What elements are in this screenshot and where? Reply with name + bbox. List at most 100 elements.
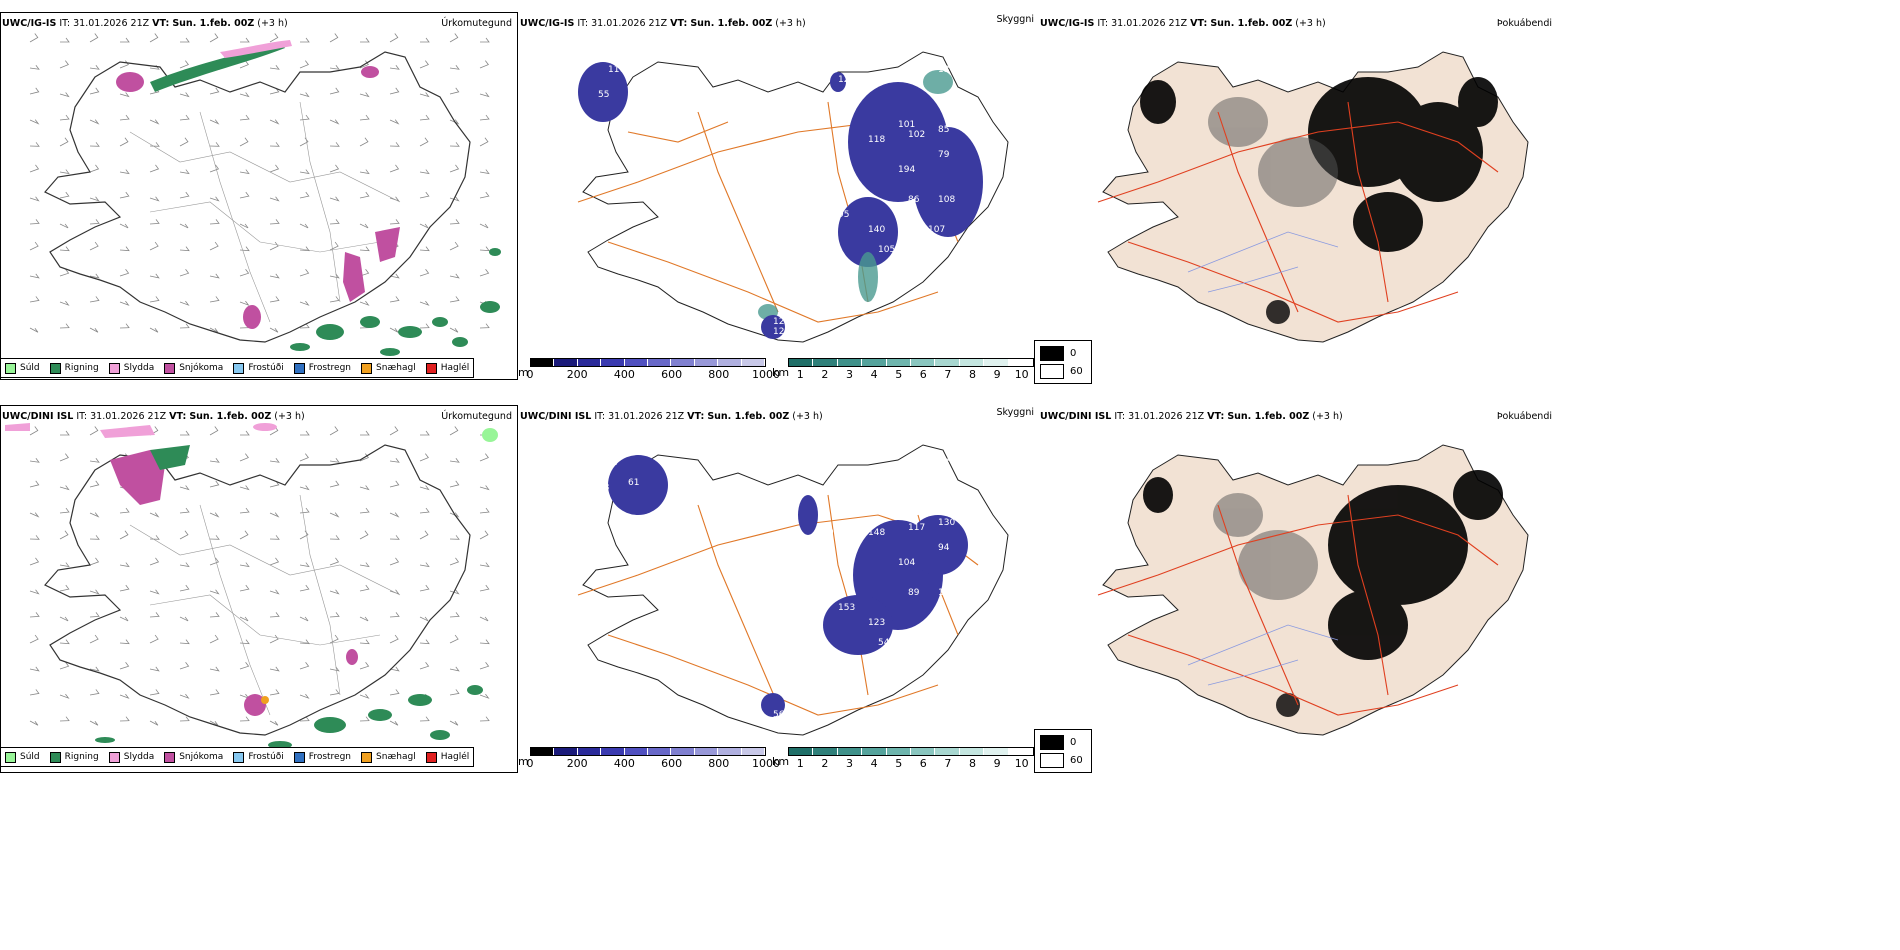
wind-barb bbox=[329, 426, 339, 436]
colorbar-swatch bbox=[789, 359, 814, 366]
wind-barb bbox=[59, 485, 70, 491]
cloud-base-value: 130 bbox=[938, 518, 955, 528]
wind-barb bbox=[149, 164, 160, 173]
colorbar-tick-label: 1000 bbox=[752, 368, 780, 381]
wind-barb bbox=[149, 689, 160, 696]
wind-barb bbox=[149, 612, 160, 618]
colorbar-swatch bbox=[718, 359, 742, 366]
wind-barb bbox=[389, 219, 400, 225]
colorbar-swatch bbox=[601, 359, 625, 366]
cloud-base-value: 148 bbox=[868, 528, 885, 538]
wind-barb bbox=[329, 557, 340, 566]
wind-barb bbox=[419, 169, 430, 175]
wind-barb bbox=[59, 639, 70, 645]
colorbar-tick-label: 200 bbox=[566, 757, 588, 770]
wind-barb bbox=[179, 507, 190, 514]
wind-barb bbox=[389, 589, 400, 595]
wind-barb bbox=[299, 169, 310, 175]
wind-barb bbox=[299, 661, 310, 670]
cloud-base-colorbar: m 0 200 400 600 800 1000 bbox=[518, 358, 780, 381]
wind-barb bbox=[209, 119, 220, 125]
cloud-base-value: 238 bbox=[838, 468, 855, 478]
wind-barb bbox=[29, 634, 39, 644]
wind-barb bbox=[479, 639, 490, 645]
wind-barb bbox=[59, 693, 70, 699]
fog-swatch-60 bbox=[1040, 364, 1064, 379]
cloud-base-value: 137 bbox=[938, 65, 955, 75]
wind-barb bbox=[299, 223, 309, 229]
wind-barb bbox=[29, 458, 40, 463]
wind-barb bbox=[239, 639, 250, 645]
wind-barb bbox=[119, 92, 130, 98]
wind-barb bbox=[29, 589, 40, 595]
colorbar-tick-label: 3 bbox=[846, 368, 853, 381]
wind-barb bbox=[479, 507, 490, 514]
wind-barb bbox=[239, 530, 249, 540]
cloud-base-value: 95 bbox=[838, 210, 849, 220]
precip-map-row2 bbox=[5, 423, 498, 749]
wind-barb bbox=[29, 219, 40, 225]
wind-barb bbox=[89, 557, 100, 566]
wind-barb bbox=[59, 169, 70, 175]
wind-barb bbox=[29, 87, 40, 95]
swatch-slydda bbox=[108, 751, 120, 763]
wind-barb bbox=[209, 327, 219, 333]
wind-barb bbox=[269, 535, 280, 540]
wind-barb bbox=[59, 453, 69, 462]
wind-barb bbox=[449, 612, 460, 618]
wind-barb bbox=[269, 196, 280, 202]
wind-barb bbox=[329, 666, 340, 672]
colorbar-tick-label: 3 bbox=[846, 757, 853, 770]
wind-barb bbox=[179, 530, 189, 540]
cloud-base-value: 85 bbox=[938, 125, 949, 135]
colorbar-tick-label: 0 bbox=[526, 368, 534, 381]
colorbar-tick-label: 5 bbox=[895, 757, 903, 770]
colorbar-swatch bbox=[624, 359, 649, 366]
swatch-haglel bbox=[425, 751, 437, 763]
wind-barb bbox=[479, 453, 489, 462]
wind-barb bbox=[269, 273, 280, 279]
colorbar-swatch bbox=[554, 359, 578, 366]
wind-barb bbox=[209, 589, 220, 595]
colorbar-swatch bbox=[577, 748, 602, 755]
wind-barb bbox=[209, 512, 220, 518]
wind-barb bbox=[449, 634, 459, 644]
colorbar-swatch bbox=[648, 359, 672, 366]
wind-barb bbox=[389, 33, 399, 43]
wind-barb bbox=[269, 720, 279, 726]
cloud-base-value: 140 bbox=[868, 225, 885, 235]
wind-barb bbox=[329, 634, 339, 644]
wind-barb bbox=[269, 65, 280, 70]
cloud-base-value: 89 bbox=[958, 453, 970, 463]
wind-barb bbox=[209, 689, 220, 696]
wind-barb bbox=[149, 634, 159, 644]
wind-barb bbox=[119, 137, 129, 147]
swatch-suld bbox=[5, 751, 16, 763]
cloud-base-value: 55 bbox=[598, 90, 609, 100]
legend-item: Rigning bbox=[49, 751, 99, 763]
colorbar-tick-label: 6 bbox=[919, 368, 927, 381]
wind-barb bbox=[239, 114, 250, 121]
panel-title: UWC/IG-IS IT: 31.01.2026 21Z VT: Sun. 1.… bbox=[2, 18, 288, 29]
wind-barb bbox=[59, 530, 69, 540]
cloud-base-value: 118 bbox=[868, 135, 885, 145]
wind-barb bbox=[389, 535, 400, 540]
wind-barb bbox=[209, 241, 219, 251]
wind-barb bbox=[209, 87, 220, 95]
colorbar-tick-label: 2 bbox=[821, 757, 829, 770]
wind-barb bbox=[59, 323, 70, 329]
wind-barbs bbox=[29, 33, 490, 333]
colorbar-tick-label: 400 bbox=[613, 757, 635, 770]
wind-barb bbox=[359, 639, 370, 645]
wind-barb bbox=[89, 689, 100, 696]
wind-barb bbox=[239, 268, 250, 277]
wind-barb bbox=[359, 191, 370, 199]
wind-barb bbox=[359, 169, 370, 175]
colorbar-tick-label: 4 bbox=[870, 368, 878, 381]
colorbar-swatch bbox=[959, 748, 985, 755]
wind-barb bbox=[329, 241, 339, 251]
wind-barb bbox=[329, 33, 339, 43]
wind-barb bbox=[29, 535, 40, 540]
wind-barb bbox=[209, 273, 220, 279]
wind-barb bbox=[389, 666, 400, 672]
